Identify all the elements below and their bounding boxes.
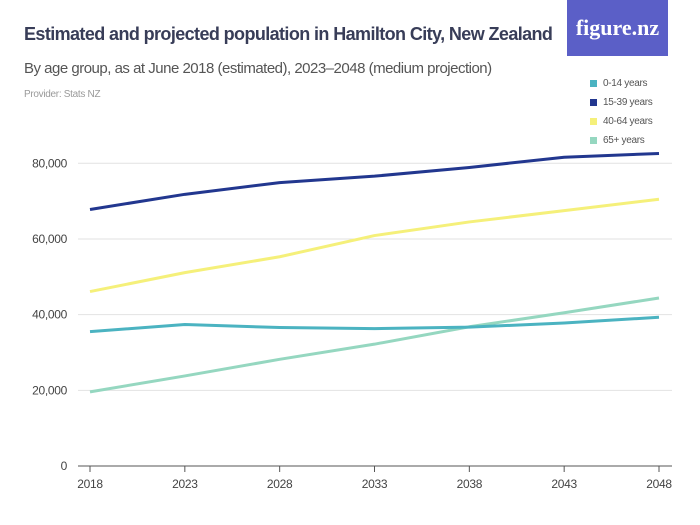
- legend-item: 0-14 years: [590, 74, 653, 93]
- legend-label: 0-14 years: [603, 78, 648, 89]
- y-tick-label: 40,000: [32, 308, 68, 322]
- y-tick-label: 80,000: [32, 156, 68, 170]
- legend-item: 40-64 years: [590, 112, 653, 131]
- legend-swatch: [590, 118, 597, 125]
- legend-label: 15-39 years: [603, 97, 653, 108]
- legend-item: 15-39 years: [590, 93, 653, 112]
- figure-nz-logo[interactable]: figure.nz: [567, 0, 668, 56]
- legend-swatch: [590, 80, 597, 87]
- series-line-40-64-years: [89, 197, 660, 294]
- chart-title: Estimated and projected population in Ha…: [24, 24, 553, 44]
- legend-label: 40-64 years: [603, 116, 653, 127]
- legend-swatch: [590, 99, 597, 106]
- x-tick-label: 2043: [551, 477, 577, 491]
- legend: 0-14 years 15-39 years 40-64 years 65+ year…: [590, 74, 653, 150]
- chart-subtitle: By age group, as at June 2018 (estimated…: [24, 60, 492, 77]
- x-tick-label: 2038: [457, 477, 483, 491]
- legend-label: 65+ years: [603, 135, 645, 146]
- y-tick-label: 60,000: [32, 232, 68, 246]
- x-tick-label: 2018: [77, 477, 103, 491]
- legend-swatch: [590, 137, 597, 144]
- legend-item: 65+ years: [590, 131, 653, 150]
- x-tick-label: 2023: [172, 477, 198, 491]
- series-line-0-14-years: [89, 315, 660, 334]
- series-line-15-39-years: [89, 151, 660, 211]
- x-tick-label: 2028: [267, 477, 293, 491]
- y-tick-label: 20,000: [32, 383, 68, 397]
- y-tick-label: 0: [61, 459, 68, 473]
- provider-label: Provider: Stats NZ: [24, 89, 101, 100]
- x-tick-label: 2033: [362, 477, 388, 491]
- x-tick-label: 2048: [646, 477, 672, 491]
- series-line-65-years: [89, 296, 660, 394]
